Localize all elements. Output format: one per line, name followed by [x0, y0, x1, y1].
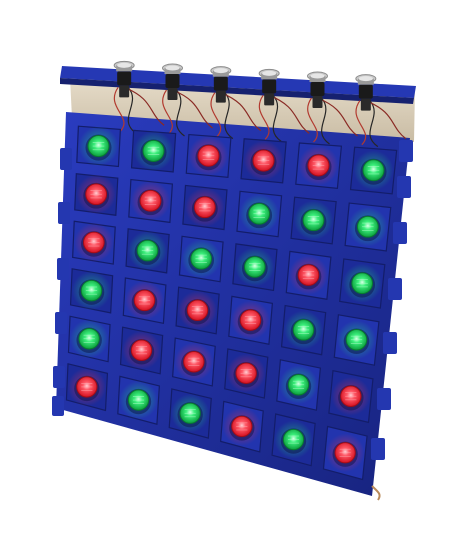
switch-cap-top — [165, 65, 180, 71]
wire-black — [176, 89, 185, 137]
switch-cap-top — [262, 70, 277, 76]
switch-cap-top — [310, 73, 325, 79]
switch-body — [213, 76, 228, 91]
switch-housing — [264, 93, 275, 106]
wire-red — [162, 89, 173, 135]
led-grid — [67, 126, 394, 473]
top-rail — [60, 66, 416, 98]
wire-red — [355, 100, 367, 146]
wire-red — [172, 89, 213, 129]
switch-cap-side — [309, 76, 326, 82]
switch-housing — [215, 90, 226, 103]
left-side-tabs — [52, 148, 72, 416]
wire-red — [268, 94, 310, 134]
wiring — [113, 86, 407, 148]
wire-red — [365, 100, 407, 140]
wire-red — [123, 86, 165, 126]
switch-cap-side — [164, 68, 181, 74]
wire-red — [258, 94, 270, 140]
switch-body — [358, 84, 373, 99]
switch-housing — [312, 96, 323, 108]
wire-black — [224, 92, 234, 140]
switch-body — [310, 82, 325, 96]
wire-black — [321, 97, 330, 145]
switch-body — [262, 79, 277, 94]
switch-cap-top — [117, 62, 132, 68]
switch-cap-top — [358, 76, 373, 82]
switch-body — [117, 71, 132, 86]
bottom-cable — [371, 485, 381, 501]
switch-housing — [119, 85, 130, 98]
right-side-tabs — [371, 140, 413, 460]
wire-red — [307, 97, 318, 143]
switch-cap-side — [116, 65, 133, 72]
wire-black — [369, 100, 379, 148]
switch-body — [165, 74, 180, 88]
switch-row — [113, 60, 377, 111]
wire-black — [272, 94, 282, 142]
switch-cap-side — [261, 73, 278, 80]
switch-housing — [360, 98, 371, 111]
switch-cap-top — [213, 68, 228, 74]
switch-cap-side — [357, 78, 374, 85]
wire-red — [113, 86, 125, 132]
wire-red — [210, 92, 222, 138]
wire-red — [317, 97, 358, 137]
top-rail-shadow — [60, 78, 414, 104]
switch-cap-side — [212, 70, 229, 77]
switch-housing — [167, 88, 178, 100]
wire-black — [127, 86, 137, 134]
wire-red — [220, 92, 262, 132]
